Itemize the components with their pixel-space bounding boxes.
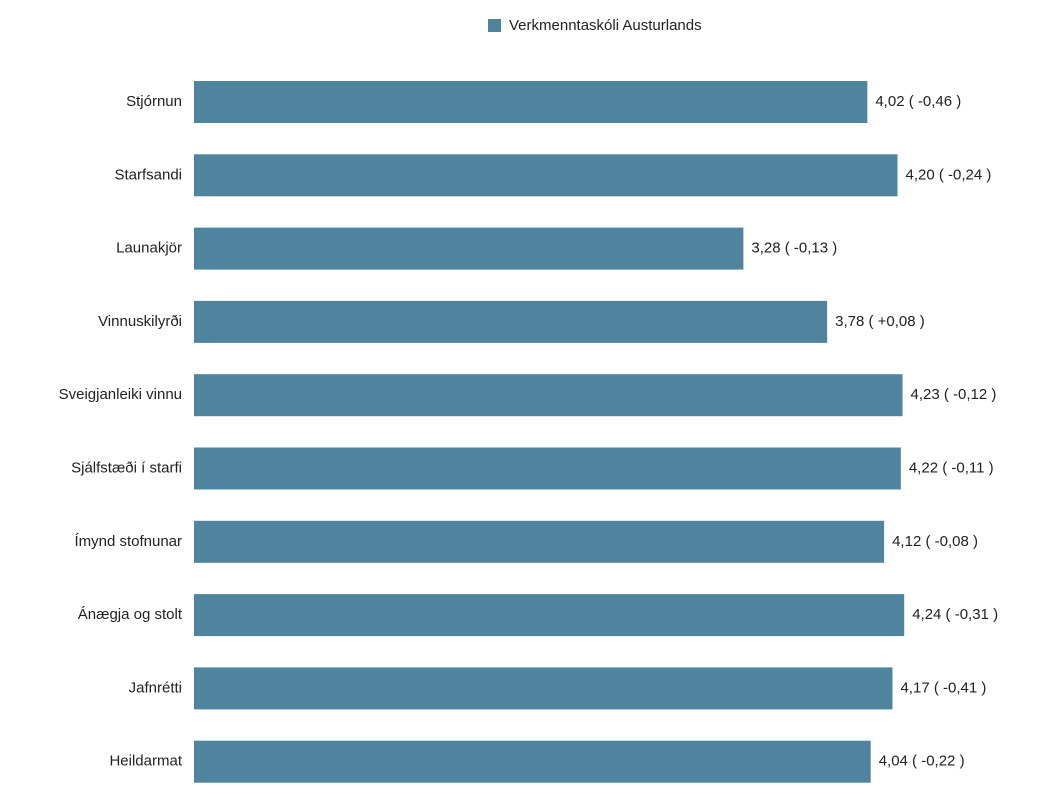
bar [194,447,901,490]
bar [194,81,868,123]
category-label: Heildarmat [109,753,182,770]
category-label: Jafnrétti [129,679,182,696]
legend-label: Verkmenntaskóli Austurlands [509,17,702,34]
data-label: 4,23 ( -0,12 ) [911,386,997,403]
category-label: Sveigjanleiki vinnu [59,386,182,403]
category-label: Ímynd stofnunar [74,533,182,550]
category-label: Sjálfstæði í starfi [71,459,182,476]
category-label: Ánægja og stolt [78,606,183,623]
data-label: 4,02 ( -0,46 ) [875,93,961,110]
category-label: Launakjör [116,240,182,257]
data-label: 4,20 ( -0,24 ) [906,166,992,183]
data-label: 4,22 ( -0,11 ) [909,459,994,476]
category-label: Stjórnun [126,93,182,110]
category-label: Starfsandi [114,166,182,183]
data-label: 4,24 ( -0,31 ) [912,606,998,623]
bar [194,154,898,197]
bar [194,594,905,637]
bar [194,374,903,417]
data-label: 4,17 ( -0,41 ) [900,679,986,696]
legend-swatch [488,19,501,32]
data-label: 3,28 ( -0,13 ) [751,240,837,257]
data-label: 4,12 ( -0,08 ) [892,533,978,550]
data-label: 4,04 ( -0,22 ) [879,753,965,770]
bar [194,667,893,710]
chart-legend: Verkmenntaskóli Austurlands [488,17,702,34]
bar [194,520,885,563]
bar [194,227,744,270]
bar [194,740,871,783]
category-label: Vinnuskilyrði [98,313,182,330]
bar [194,300,828,343]
data-label: 3,78 ( +0,08 ) [835,313,925,330]
